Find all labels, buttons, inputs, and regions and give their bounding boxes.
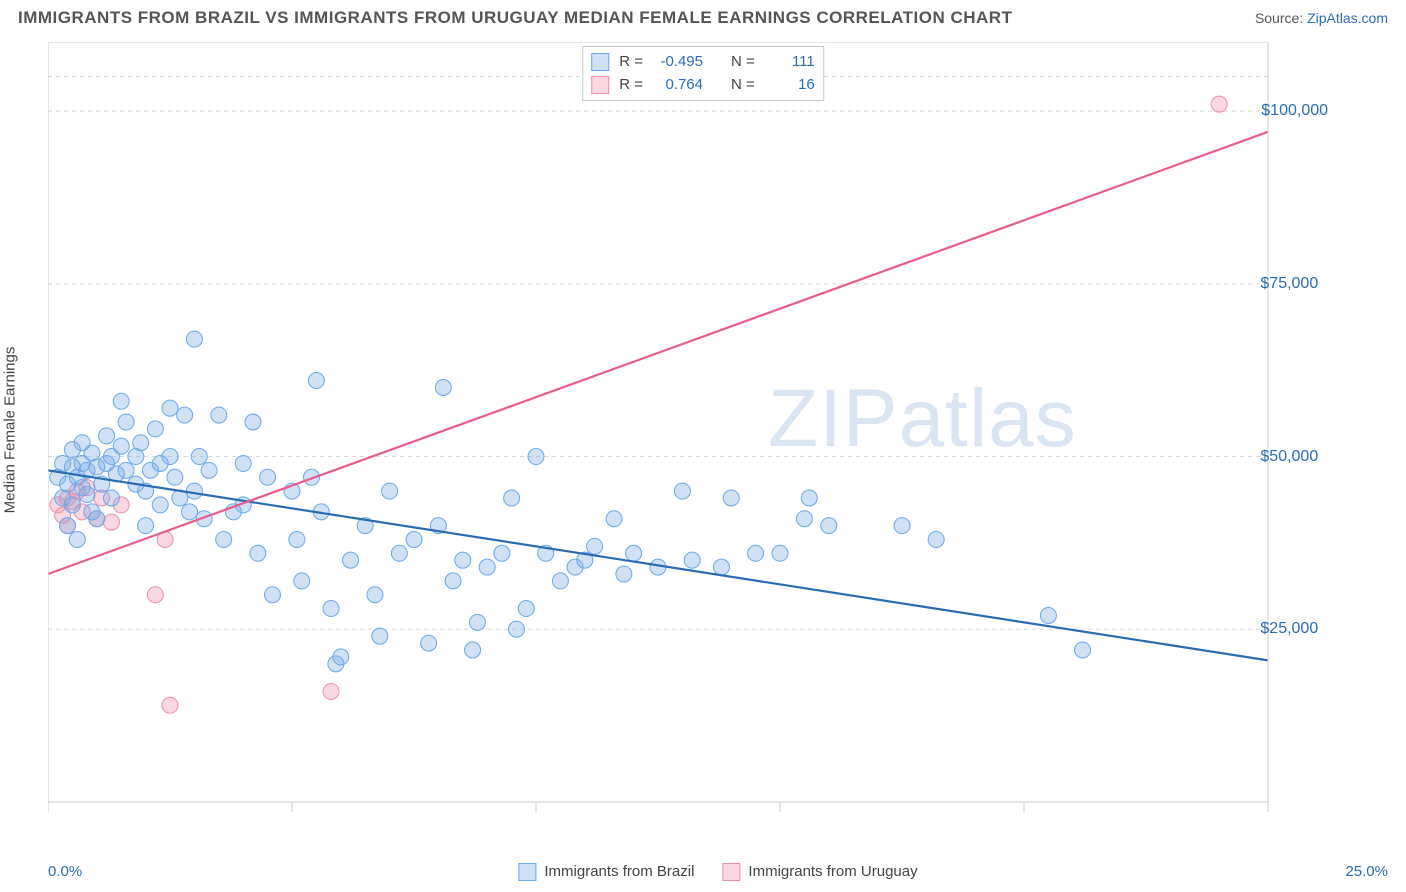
legend-item-brazil: Immigrants from Brazil <box>518 863 694 881</box>
r-value-brazil: -0.495 <box>653 51 703 74</box>
n-value-brazil: 111 <box>765 51 815 74</box>
legend-row-brazil: R = -0.495 N = 111 <box>591 51 815 74</box>
source-prefix: Source: <box>1255 10 1307 26</box>
r-label: R = <box>619 51 643 74</box>
legend-label-brazil: Immigrants from Brazil <box>544 863 694 880</box>
source-attribution: Source: ZipAtlas.com <box>1255 10 1388 26</box>
x-axis-max: 25.0% <box>1345 863 1388 880</box>
y-tick-label: $50,000 <box>1260 448 1318 466</box>
n-label: N = <box>731 74 755 97</box>
y-tick-label: $100,000 <box>1261 102 1328 120</box>
swatch-brazil <box>591 53 609 71</box>
chart-header: IMMIGRANTS FROM BRAZIL VS IMMIGRANTS FRO… <box>0 0 1406 32</box>
n-label: N = <box>731 51 755 74</box>
swatch-uruguay <box>591 76 609 94</box>
swatch-brazil <box>518 863 536 881</box>
chart-area: ZIPatlas $25,000$50,000$75,000$100,000 <box>48 42 1388 832</box>
n-value-uruguay: 16 <box>765 74 815 97</box>
scatter-plot-svg <box>48 42 1388 832</box>
legend-item-uruguay: Immigrants from Uruguay <box>722 863 917 881</box>
y-axis-label: Median Female Earnings <box>2 347 19 514</box>
bottom-bar: 0.0% Immigrants from Brazil Immigrants f… <box>48 863 1388 880</box>
r-value-uruguay: 0.764 <box>653 74 703 97</box>
r-label: R = <box>619 74 643 97</box>
swatch-uruguay <box>722 863 740 881</box>
source-link[interactable]: ZipAtlas.com <box>1307 10 1388 26</box>
series-legend: Immigrants from Brazil Immigrants from U… <box>518 863 917 881</box>
correlation-legend: R = -0.495 N = 111 R = 0.764 N = 16 <box>582 46 824 101</box>
legend-label-uruguay: Immigrants from Uruguay <box>748 863 917 880</box>
x-axis-min: 0.0% <box>48 863 82 880</box>
chart-title: IMMIGRANTS FROM BRAZIL VS IMMIGRANTS FRO… <box>18 8 1012 28</box>
legend-row-uruguay: R = 0.764 N = 16 <box>591 74 815 97</box>
y-tick-label: $75,000 <box>1260 275 1318 293</box>
y-tick-label: $25,000 <box>1260 620 1318 638</box>
